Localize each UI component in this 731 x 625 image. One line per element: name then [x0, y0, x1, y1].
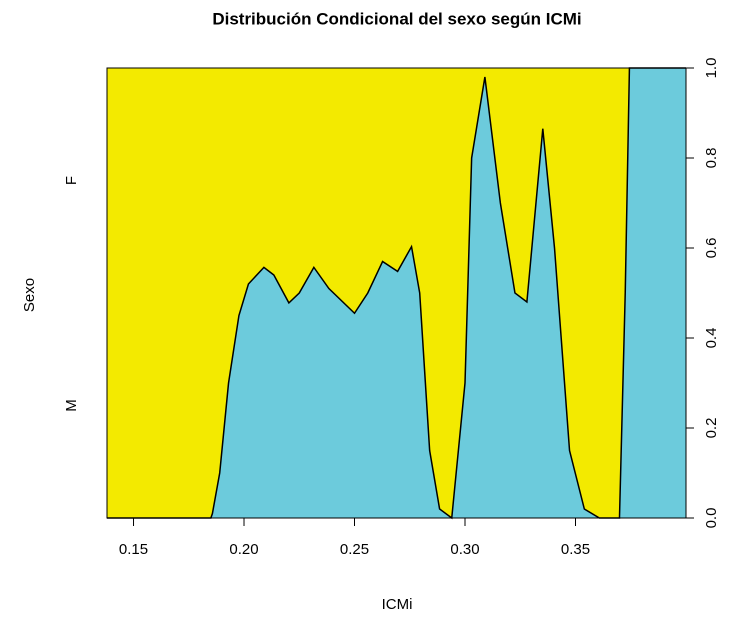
y2-tick-label: 1.0: [703, 58, 720, 79]
y2-tick-label: 0.2: [703, 418, 720, 439]
x-tick-label: 0.30: [450, 541, 479, 558]
area: [107, 68, 686, 518]
y-category-label: M: [63, 399, 80, 412]
x-axis-label: ICMi: [382, 596, 413, 613]
x-tick-label: 0.25: [340, 541, 369, 558]
plot-border: [106, 67, 687, 519]
x-tick-label: 0.20: [229, 541, 258, 558]
y2-tick-label: 0.0: [703, 508, 720, 529]
x-tick-label: 0.35: [561, 541, 590, 558]
y2-tick-label: 0.8: [703, 148, 720, 169]
y2-tick-label: 0.6: [703, 238, 720, 259]
chart-title: Distribución Condicional del sexo según …: [212, 9, 581, 28]
curve: [107, 67, 686, 520]
y2-tick-label: 0.4: [703, 328, 720, 349]
x-tick-label: 0.15: [119, 541, 148, 558]
y-category-label: F: [63, 176, 80, 185]
y-axis-label: Sexo: [21, 278, 38, 312]
